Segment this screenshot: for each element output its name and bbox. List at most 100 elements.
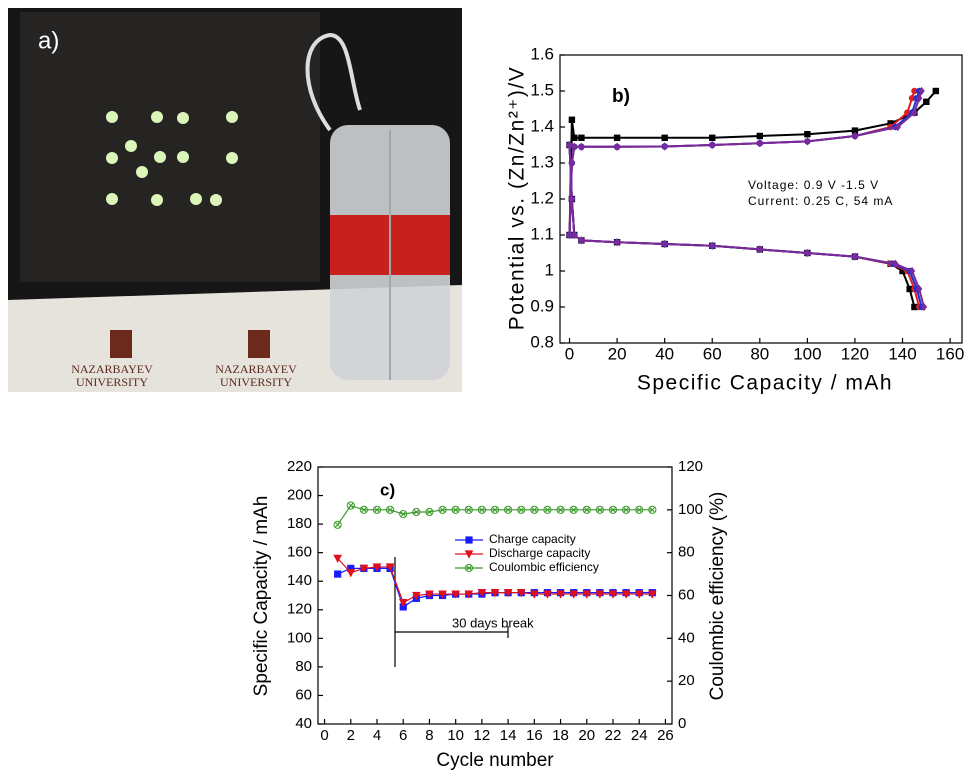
x-tick-label: 0 xyxy=(320,727,328,744)
marker xyxy=(933,88,939,94)
y-tick-label: 1 xyxy=(545,260,554,279)
x-tick-label: 14 xyxy=(500,727,517,744)
sign-text: UNIVERSITY xyxy=(76,375,148,389)
marker xyxy=(334,570,341,577)
y-tick-label: 1.2 xyxy=(530,188,554,207)
annotation: 30 days break xyxy=(452,615,534,630)
y2-tick-label: 60 xyxy=(678,586,695,603)
y-axis-label: Potential vs. (Zn/Zn²⁺)/V xyxy=(506,66,529,330)
y-tick-label: 40 xyxy=(295,715,312,732)
marker xyxy=(757,133,763,139)
x-tick-label: 2 xyxy=(347,727,355,744)
y2-tick-label: 40 xyxy=(678,629,695,646)
y-tick-label: 200 xyxy=(287,487,312,504)
x-tick-label: 22 xyxy=(605,727,622,744)
y2-tick-label: 20 xyxy=(678,672,695,689)
y-tick-label: 0.9 xyxy=(530,296,554,315)
x-tick-label: 26 xyxy=(657,727,674,744)
y-tick-label: 1.6 xyxy=(530,44,554,63)
pegboard xyxy=(20,12,320,282)
annotation: Voltage: 0.9 V -1.5 V xyxy=(748,178,879,192)
x-tick-label: 18 xyxy=(552,727,569,744)
marker xyxy=(578,143,584,151)
panel-label: c) xyxy=(380,480,395,499)
y-tick-label: 1.4 xyxy=(530,116,554,135)
sign-text: NAZARBAYEV xyxy=(215,362,297,376)
x-tick-label: 8 xyxy=(425,727,433,744)
y-tick-label: 60 xyxy=(295,686,312,703)
x-tick-label: 0 xyxy=(565,344,574,363)
x-tick-label: 6 xyxy=(399,727,407,744)
logo xyxy=(110,330,132,358)
panel-label: a) xyxy=(38,27,59,54)
y2-axis-label: Coulombic efficiency (%) xyxy=(707,492,728,701)
y-tick-label: 80 xyxy=(295,658,312,675)
y2-tick-label: 0 xyxy=(678,715,686,732)
series-line xyxy=(570,91,922,235)
y-tick-label: 1.3 xyxy=(530,152,554,171)
x-tick-label: 100 xyxy=(793,344,821,363)
y-tick-label: 0.8 xyxy=(530,332,554,351)
marker xyxy=(347,502,354,509)
marker xyxy=(923,99,929,105)
y-tick-label: 180 xyxy=(287,515,312,532)
x-tick-label: 60 xyxy=(703,344,722,363)
x-tick-label: 120 xyxy=(841,344,869,363)
x-tick-label: 16 xyxy=(526,727,543,744)
marker xyxy=(661,135,667,141)
x-tick-label: 4 xyxy=(373,727,381,744)
y-tick-label: 120 xyxy=(287,601,312,618)
marker xyxy=(709,141,715,149)
series-line xyxy=(570,91,915,235)
y2-tick-label: 80 xyxy=(678,544,695,561)
x-tick-label: 20 xyxy=(608,344,627,363)
x-tick-label: 80 xyxy=(750,344,769,363)
photo: a) NAZARBAYEV UNIVERSITY NAZARBAYEV UNIV… xyxy=(8,8,462,392)
y2-tick-label: 100 xyxy=(678,501,703,518)
x-tick-label: 12 xyxy=(474,727,491,744)
marker xyxy=(804,131,810,137)
legend-label: Coulombic efficiency xyxy=(489,560,599,574)
series-line xyxy=(570,91,936,235)
sign-text: NAZARBAYEV xyxy=(71,362,153,376)
x-tick-label: 140 xyxy=(888,344,916,363)
marker xyxy=(578,135,584,141)
x-tick-label: 10 xyxy=(447,727,464,744)
y-tick-label: 160 xyxy=(287,544,312,561)
legend-label: Charge capacity xyxy=(489,532,576,546)
y-tick-label: 140 xyxy=(287,572,312,589)
marker xyxy=(757,139,763,147)
annotation: Current: 0.25 C, 54 mA xyxy=(748,194,893,208)
figure: a) NAZARBAYEV UNIVERSITY NAZARBAYEV UNIV… xyxy=(0,0,972,771)
marker xyxy=(661,142,667,150)
series-line xyxy=(570,145,924,307)
y-tick-label: 1.5 xyxy=(530,80,554,99)
legend-marker xyxy=(465,536,472,543)
marker xyxy=(804,137,810,145)
series-line xyxy=(338,506,653,525)
x-tick-label: 40 xyxy=(655,344,674,363)
y-tick-label: 1.1 xyxy=(530,224,554,243)
marker xyxy=(614,143,620,151)
marker xyxy=(346,569,355,577)
marker xyxy=(709,135,715,141)
y-axis-label: Specific Capacity / mAh xyxy=(251,496,272,697)
series-line xyxy=(570,145,915,307)
sign-text: UNIVERSITY xyxy=(220,375,292,389)
x-axis-label: Specific Capacity / mAh xyxy=(637,372,893,395)
x-tick-label: 24 xyxy=(631,727,648,744)
y2-tick-label: 120 xyxy=(678,458,703,475)
marker xyxy=(569,117,575,123)
series-line xyxy=(570,145,920,307)
series-line xyxy=(570,91,920,235)
y-tick-label: 100 xyxy=(287,629,312,646)
marker xyxy=(571,135,577,141)
x-tick-label: 160 xyxy=(936,344,964,363)
legend-label: Discharge capacity xyxy=(489,546,590,560)
logo xyxy=(248,330,270,358)
marker-cross xyxy=(335,522,340,527)
x-axis-label: Cycle number xyxy=(436,750,554,771)
series-line xyxy=(570,145,922,307)
y-tick-label: 220 xyxy=(287,458,312,475)
panel-label: b) xyxy=(612,86,630,107)
